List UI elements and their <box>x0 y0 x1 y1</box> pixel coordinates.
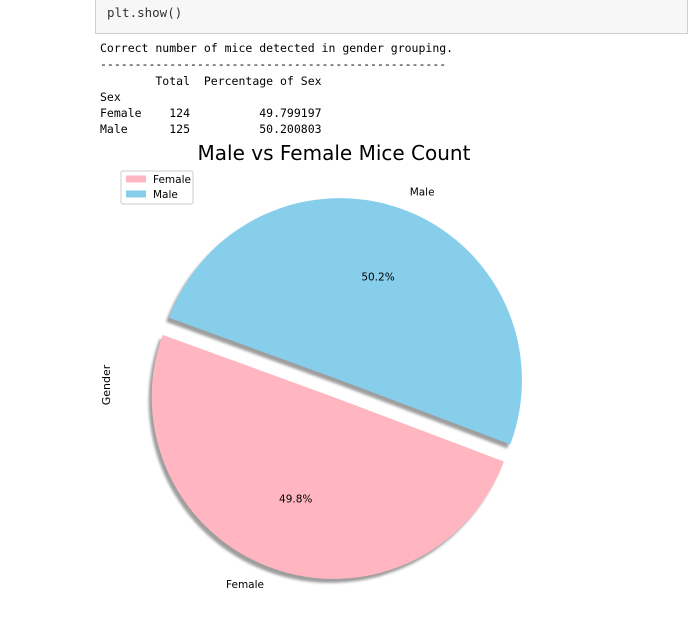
legend-label-male: Male <box>153 189 178 201</box>
legend-swatch-male <box>126 190 146 198</box>
output-line: Female 124 49.799197 <box>100 106 322 121</box>
output-line: Sex <box>100 89 121 104</box>
slice-pct-label-female: 49.8% <box>279 493 312 505</box>
output-line: Total Percentage of Sex <box>100 73 322 88</box>
slice-pct-label-male: 50.2% <box>361 272 394 284</box>
pie-slice-female <box>151 334 504 579</box>
slice-label-female: Female <box>226 579 264 591</box>
legend-label-female: Female <box>153 174 191 186</box>
code-cell[interactable]: plt.show() <box>95 0 688 34</box>
chart-title: Male vs Female Mice Count <box>198 141 471 165</box>
slice-label-male: Male <box>410 186 435 198</box>
legend: Female Male <box>120 170 194 205</box>
pie-labels: Female 49.8% Male 50.2% <box>226 186 435 591</box>
output-line: Correct number of mice detected in gende… <box>100 41 454 55</box>
output-line: Male 125 50.200803 <box>100 122 322 137</box>
output-line: ----------------------------------------… <box>100 57 447 72</box>
pie-slice-male <box>168 198 522 445</box>
output-text: Correct number of mice detected in gende… <box>100 40 453 138</box>
y-axis-label: Gender <box>100 364 113 405</box>
legend-swatch-female <box>126 175 146 183</box>
pie-slices <box>151 198 522 579</box>
code-line: plt.show() <box>107 5 183 20</box>
